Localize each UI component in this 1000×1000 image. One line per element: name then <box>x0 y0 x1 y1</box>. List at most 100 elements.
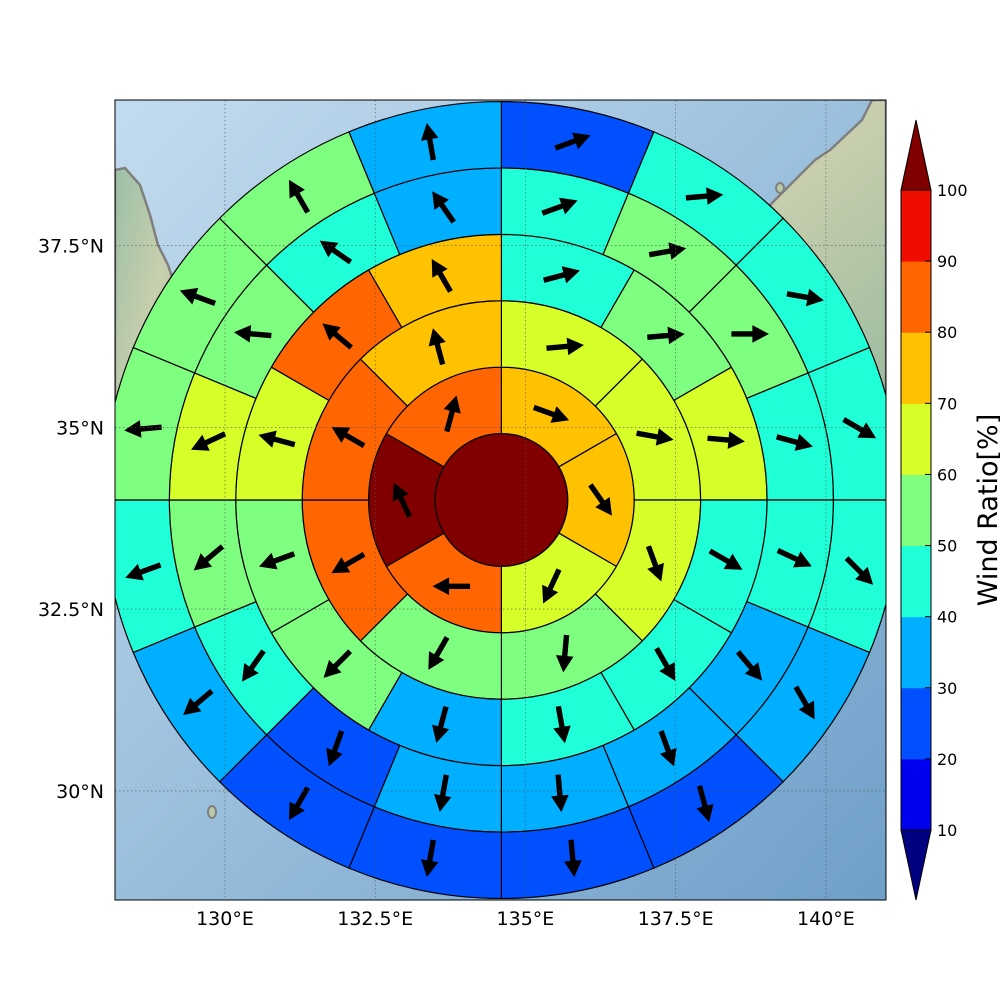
wind-arrow <box>241 649 266 682</box>
x-tick-label: 135°E <box>497 908 555 930</box>
colorbar-tick-label: 20 <box>937 750 957 769</box>
y-tick-label: 37.5°N <box>38 235 104 257</box>
graticule <box>115 100 886 900</box>
wind-arrow <box>326 730 345 767</box>
wind-arrow <box>658 730 677 767</box>
wind-arrow <box>428 328 446 366</box>
wind-arrow <box>125 562 162 581</box>
wind-arrow <box>731 325 769 343</box>
colorbar-tick-label: 10 <box>937 821 957 840</box>
colorbar-tick-label: 80 <box>937 323 957 342</box>
wind-arrow <box>541 197 578 216</box>
colorbar-segment <box>901 190 931 262</box>
wind-arrow <box>776 548 812 568</box>
wind-arrow <box>421 122 439 161</box>
colorbar: 10 20 30 40 50 60 70 80 90 100 <box>900 119 968 901</box>
y-tick-label: 35°N <box>56 417 104 439</box>
wind-arrow <box>124 420 162 438</box>
wind-arrow <box>233 324 272 343</box>
wind-arrow <box>432 191 456 224</box>
wind-arrow <box>432 705 450 743</box>
wind-arrow <box>553 705 571 744</box>
wind-arrow <box>323 649 353 678</box>
wind-arrow <box>786 288 824 307</box>
colorbar-segment <box>901 758 931 831</box>
island <box>775 182 785 194</box>
wind-arrow <box>331 426 366 449</box>
wind-arrow <box>431 258 453 293</box>
colorbar-frame <box>900 189 932 831</box>
colorbar-tick-label: 60 <box>937 465 957 484</box>
wind-arrow <box>532 404 570 423</box>
x-tick-label: 137.5°E <box>638 908 714 930</box>
wind-arrow <box>551 774 569 813</box>
colorbar-segment <box>901 545 931 618</box>
wind-arrow <box>685 187 724 205</box>
y-tick-label: 32.5°N <box>38 599 104 621</box>
wind-arrow <box>183 688 214 716</box>
wind-arrow <box>331 551 366 574</box>
wind-arrow <box>793 685 815 720</box>
wind-arrow <box>443 395 461 433</box>
wind-arrow <box>319 240 353 265</box>
wind-arrow <box>647 326 685 345</box>
wind-arrow <box>648 242 687 260</box>
colorbar-segment <box>901 687 931 760</box>
sector-cell <box>115 499 196 654</box>
wind-arrow <box>555 634 574 673</box>
colorbar-label: Wind Ratio[%] <box>973 414 1000 606</box>
wind-arrow <box>775 433 813 451</box>
wind-arrow <box>288 786 311 821</box>
wind-arrow <box>421 839 439 878</box>
wind-arrow <box>636 428 674 446</box>
wind-arrow <box>707 431 745 449</box>
x-axis-ticks: 130°E 132.5°E 135°E 137.5°E 140°E <box>196 908 855 930</box>
colorbar-tick-label: 40 <box>937 608 957 627</box>
wind-arrow <box>696 785 714 823</box>
colorbar-under-extension <box>900 829 932 901</box>
x-tick-label: 132.5°E <box>337 908 413 930</box>
wind-arrows <box>124 122 877 878</box>
wind-arrow <box>735 650 763 681</box>
colorbar-segment <box>901 616 931 689</box>
wind-arrow <box>654 646 676 681</box>
wind-arrow <box>179 287 217 306</box>
wind-arrow <box>392 482 413 518</box>
wind-arrow <box>258 430 296 448</box>
colorbar-tick-label: 90 <box>937 252 957 271</box>
y-tick-label: 30°N <box>56 781 104 803</box>
wind-arrow <box>433 774 452 812</box>
wind-arrow <box>288 179 311 214</box>
colorbar-tick-label: 70 <box>937 394 957 413</box>
wind-arrow <box>844 556 874 585</box>
colorbar-segment <box>901 403 931 475</box>
colorbar-over-extension <box>900 119 932 191</box>
wind-arrow <box>322 323 353 350</box>
colorbar-segment <box>901 474 931 547</box>
sector-cell <box>434 432 569 568</box>
wind-arrow <box>258 551 296 570</box>
wind-arrow <box>708 548 743 570</box>
colorbar-tick-label: 100 <box>937 181 968 200</box>
wind-arrow <box>546 337 584 356</box>
wind-arrow <box>564 839 582 878</box>
y-axis-ticks: 30°N 32.5°N 35°N 37.5°N <box>38 235 104 802</box>
colorbar-segment <box>901 261 931 333</box>
wind-ratio-sectors <box>115 100 886 900</box>
x-tick-label: 140°E <box>797 908 855 930</box>
wind-arrow <box>191 431 227 451</box>
colorbar-segment <box>901 332 931 404</box>
wind-arrow <box>193 544 225 571</box>
plot-frame <box>114 99 887 901</box>
sector-cell <box>348 100 503 195</box>
wind-arrow <box>588 483 612 516</box>
x-tick-label: 130°E <box>196 908 254 930</box>
colorbar-tick-label: 30 <box>937 679 957 698</box>
wind-arrow <box>432 577 471 596</box>
wind-arrow <box>542 266 580 284</box>
wind-arrow <box>428 636 450 670</box>
colorbar-tick-label: 50 <box>937 537 957 556</box>
wind-arrow <box>554 132 591 151</box>
wind-arrow <box>542 568 562 604</box>
